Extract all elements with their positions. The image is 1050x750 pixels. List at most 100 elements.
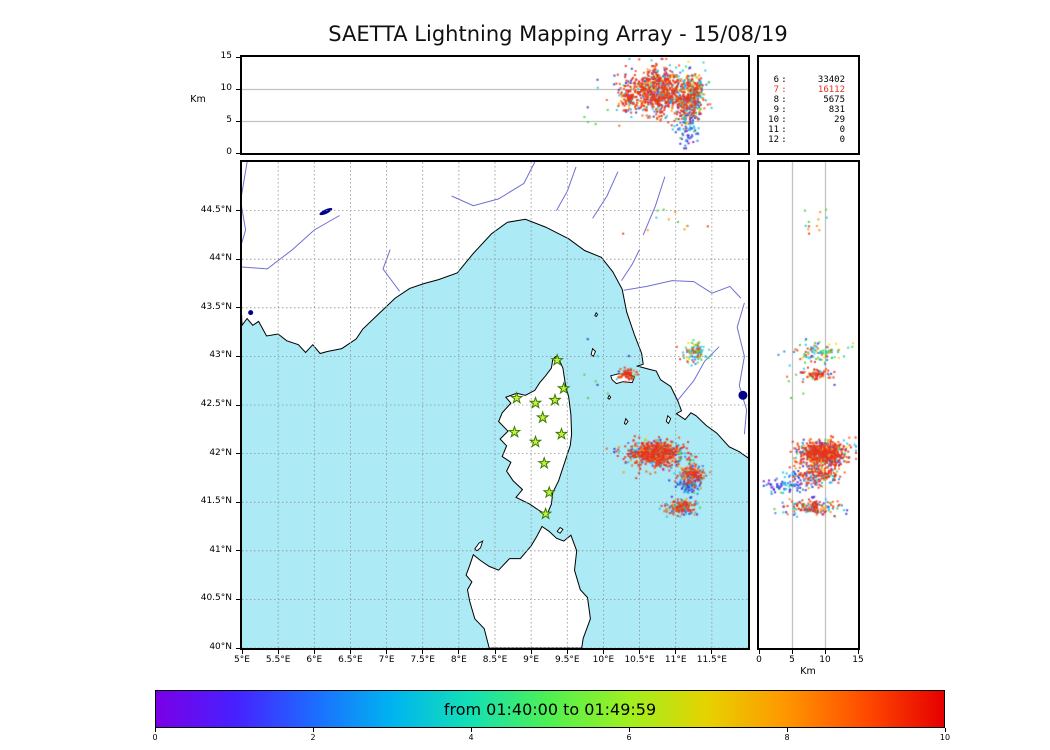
right-panel-tick-label: 15 — [852, 655, 864, 665]
source-count-value: 0 — [839, 135, 845, 145]
colorbar-tick-label: 2 — [310, 733, 316, 742]
lake-bolsena — [738, 390, 748, 400]
lon-tick-label: 5°E — [234, 655, 250, 665]
colorbar-tick-label: 6 — [626, 733, 632, 742]
source-count-station-number: 7 — [773, 85, 779, 95]
right-panel-tick-mark — [791, 650, 793, 654]
source-count-separator: : — [781, 135, 787, 145]
colorbar-tick-mark — [154, 728, 156, 732]
right-panel-tick-label: 0 — [756, 655, 762, 665]
figure-title: SAETTA Lightning Mapping Array - 15/08/1… — [328, 22, 788, 46]
top-panel-tick-label: 15 — [220, 51, 232, 61]
lon-tick-label: 9.5°E — [555, 655, 580, 665]
lon-tick-mark — [241, 650, 243, 654]
source-count-value: 33402 — [817, 75, 845, 85]
source-count-station-number: 8 — [773, 95, 779, 105]
source-count-value: 16112 — [817, 85, 845, 95]
lon-tick-mark — [602, 650, 604, 654]
source-count-separator: : — [781, 125, 787, 135]
lat-tick-label: 43.5°N — [200, 301, 232, 312]
lon-tick-mark — [458, 650, 460, 654]
source-count-row: 8: 5675 — [759, 95, 858, 105]
colorbar-tick-mark — [944, 728, 946, 732]
lon-tick-mark — [277, 650, 279, 654]
lon-tick-mark — [566, 650, 568, 654]
colorbar-tick-label: 8 — [784, 733, 790, 742]
lon-tick-label: 10.5°E — [624, 655, 655, 665]
time-colorbar: from 01:40:00 to 01:49:59 — [155, 690, 945, 728]
source-count-separator: : — [781, 105, 787, 115]
lon-tick-label: 10°E — [592, 655, 615, 665]
lat-tick-label: 43°N — [209, 350, 232, 361]
top-panel-tick-mark — [236, 120, 240, 122]
right-panel-tick-label: 10 — [819, 655, 831, 665]
lon-tick-mark — [313, 650, 315, 654]
source-count-row: 11: 0 — [759, 125, 858, 135]
source-count-row: 12: 0 — [759, 135, 858, 145]
lat-tick-mark — [236, 453, 240, 455]
source-count-station-number: 6 — [773, 75, 779, 85]
source-count-value: 831 — [828, 105, 845, 115]
top-panel-tick-mark — [236, 88, 240, 90]
altitude-longitude-scatter-canvas — [242, 57, 748, 153]
lon-tick-mark — [639, 650, 641, 654]
lon-tick-label: 5.5°E — [265, 655, 291, 665]
top-panel-tick-mark — [236, 56, 240, 58]
colorbar-tick-label: 4 — [468, 733, 474, 742]
lat-tick-mark — [236, 307, 240, 309]
top-panel-tick-mark — [236, 152, 240, 154]
lon-tick-label: 7°E — [378, 655, 395, 665]
right-panel-tick-label: 5 — [789, 655, 795, 665]
lon-tick-label: 6.5°E — [338, 655, 363, 665]
source-count-value: 29 — [834, 115, 845, 125]
source-count-separator: : — [781, 85, 787, 95]
source-count-station-number: 12 — [768, 135, 779, 145]
colorbar-tick-mark — [312, 728, 314, 732]
lat-tick-mark — [236, 647, 240, 649]
source-count-separator: : — [781, 75, 787, 85]
lon-tick-mark — [530, 650, 532, 654]
source-count-rows: 6: 33402 7: 16112 8: 5675 9: 831 10: 29 11: 0 12: 0 — [759, 57, 858, 145]
lat-tick-mark — [236, 404, 240, 406]
colorbar-tick-mark — [786, 728, 788, 732]
lat-tick-label: 41°N — [209, 544, 232, 555]
lon-tick-label: 9°E — [523, 655, 540, 665]
source-count-row: 9: 831 — [759, 105, 858, 115]
lat-tick-label: 44.5°N — [200, 204, 232, 215]
top-panel-tick-label: 5 — [226, 115, 232, 125]
lon-tick-mark — [711, 650, 713, 654]
top-panel-tick-label: 10 — [220, 83, 232, 93]
lon-tick-mark — [494, 650, 496, 654]
source-count-row: 6: 33402 — [759, 75, 858, 85]
lat-tick-label: 44°N — [209, 253, 232, 264]
colorbar-time-range-label: from 01:40:00 to 01:49:59 — [443, 699, 657, 719]
lat-tick-mark — [236, 598, 240, 600]
source-count-station-number: 11 — [768, 125, 779, 135]
lon-tick-label: 7.5°E — [410, 655, 435, 665]
source-count-separator: : — [781, 115, 787, 125]
lat-tick-label: 42°N — [209, 447, 232, 458]
lon-tick-mark — [386, 650, 388, 654]
source-count-row: 10: 29 — [759, 115, 858, 125]
lat-tick-mark — [236, 550, 240, 552]
coastline-island — [610, 373, 636, 385]
lon-tick-label: 11.5°E — [696, 655, 727, 665]
lon-tick-label: 8.5°E — [482, 655, 508, 665]
source-count-value: 0 — [839, 125, 845, 135]
right-panel-altitude-unit-label: Km — [800, 666, 816, 677]
lon-tick-mark — [422, 650, 424, 654]
map-panel — [240, 160, 750, 650]
top-panel-altitude-unit-label: Km — [190, 94, 206, 105]
lat-tick-label: 41.5°N — [200, 496, 232, 507]
top-panel-tick-label: 0 — [226, 147, 232, 157]
lat-tick-label: 42.5°N — [200, 399, 232, 409]
colorbar-tick-mark — [628, 728, 630, 732]
source-count-separator: : — [781, 95, 787, 105]
source-count-row: 7: 16112 — [759, 85, 858, 95]
lon-tick-label: 6°E — [306, 655, 323, 665]
lat-tick-mark — [236, 355, 240, 357]
right-panel-tick-mark — [824, 650, 826, 654]
lat-tick-mark — [236, 210, 240, 212]
source-count-value: 5675 — [823, 95, 845, 105]
